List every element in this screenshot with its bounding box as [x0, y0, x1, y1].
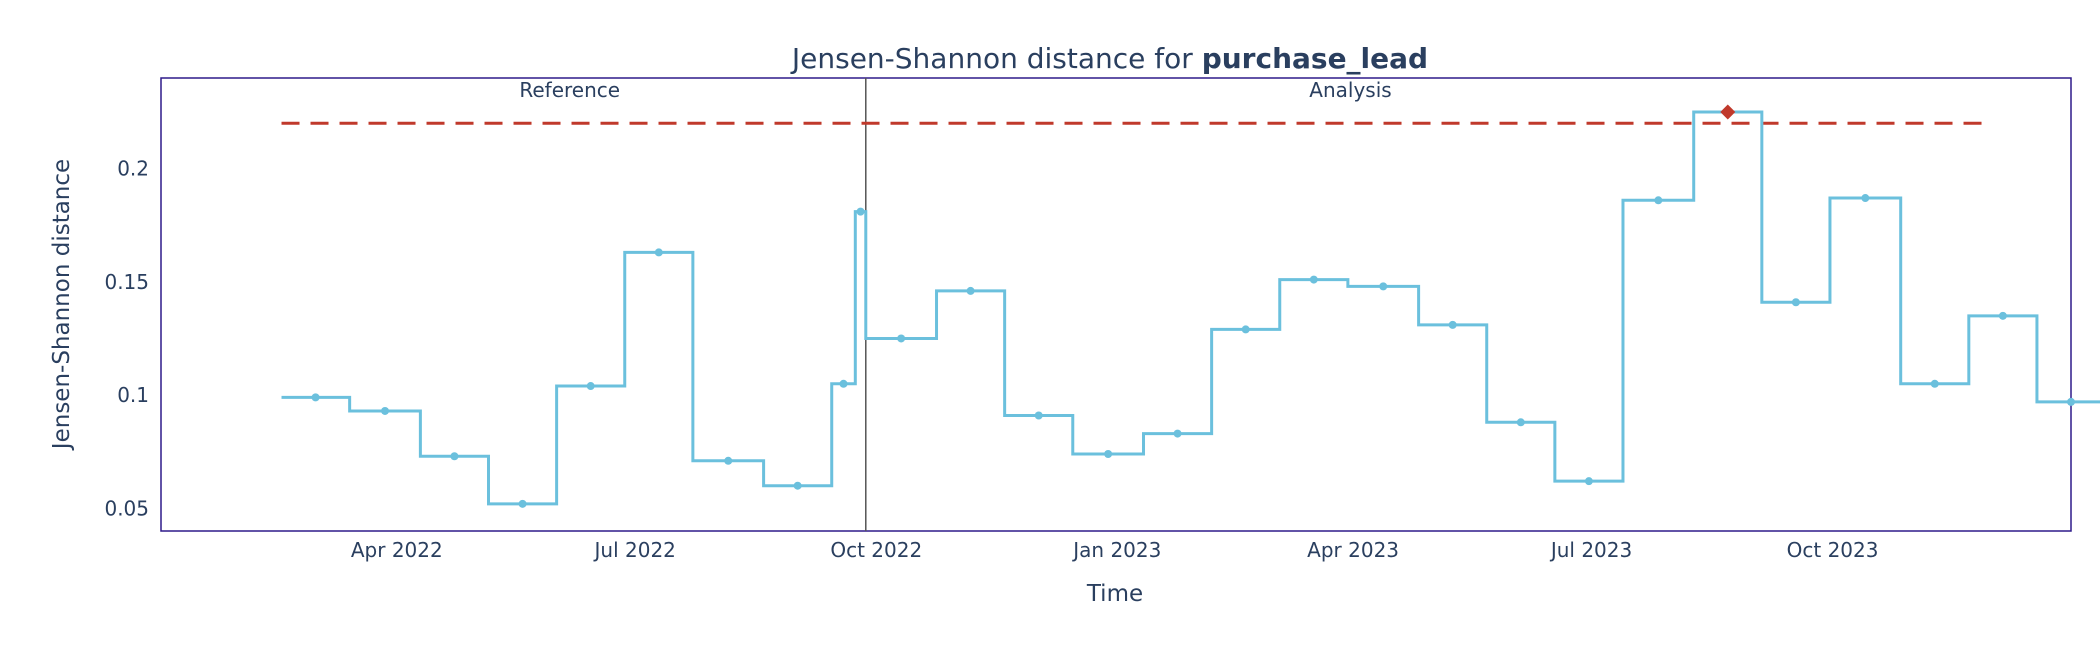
y-tick-label: 0.05	[104, 496, 149, 520]
x-tick-label: Oct 2022	[830, 538, 922, 562]
data-point	[966, 286, 975, 295]
y-tick-label: 0.2	[117, 157, 149, 181]
x-axis-title: Time	[1086, 581, 1143, 607]
js-distance-step-line	[281, 110, 2100, 506]
x-tick-label: Apr 2022	[351, 538, 443, 562]
data-point	[1448, 320, 1457, 329]
x-tick-label: Oct 2023	[1787, 538, 1879, 562]
y-tick-label: 0.1	[117, 383, 149, 407]
data-point	[1104, 449, 1113, 458]
data-point	[724, 456, 733, 465]
x-tick-label: Jul 2023	[1549, 538, 1632, 562]
x-tick-label: Apr 2023	[1307, 538, 1399, 562]
data-points	[311, 104, 2075, 508]
data-point	[654, 248, 663, 257]
data-point	[1930, 379, 1939, 388]
data-point	[1173, 429, 1182, 438]
data-point	[450, 452, 459, 461]
data-point	[897, 334, 906, 343]
data-point	[1379, 282, 1388, 291]
data-point	[1034, 411, 1043, 420]
chart-title: Jensen-Shannon distance for purchase_lea…	[790, 42, 1428, 75]
data-point	[1791, 298, 1800, 307]
reference-period-label: Reference	[519, 78, 620, 102]
y-axis-title: Jensen-Shannon distance	[49, 159, 75, 451]
analysis-period-label: Analysis	[1309, 78, 1391, 102]
alert-point	[1720, 104, 1736, 120]
x-tick-label: Jul 2022	[593, 538, 676, 562]
data-point	[381, 406, 390, 415]
data-point	[856, 207, 865, 216]
data-point	[839, 379, 848, 388]
data-point	[1241, 325, 1250, 334]
plot-frame	[160, 77, 2072, 532]
data-point	[1516, 418, 1525, 427]
data-point	[1998, 311, 2007, 320]
x-axis-ticks: Apr 2022 Jul 2022 Oct 2022 Jan 2023 Apr 2023…	[351, 538, 1879, 562]
data-point	[1654, 196, 1663, 205]
data-point	[1309, 275, 1318, 284]
x-tick-label: Jan 2023	[1071, 538, 1161, 562]
data-point	[1861, 194, 1870, 203]
data-point	[793, 481, 802, 490]
chart-title-prefix: Jensen-Shannon distance for	[790, 42, 1202, 75]
y-tick-label: 0.15	[104, 270, 149, 294]
data-point	[1584, 477, 1593, 486]
data-point	[586, 382, 595, 391]
y-axis-ticks: 0.05 0.1 0.15 0.2	[104, 157, 149, 521]
data-point	[518, 499, 527, 508]
data-point	[311, 393, 320, 402]
data-point	[2067, 397, 2075, 406]
chart-title-feature: purchase_lead	[1202, 42, 1428, 75]
